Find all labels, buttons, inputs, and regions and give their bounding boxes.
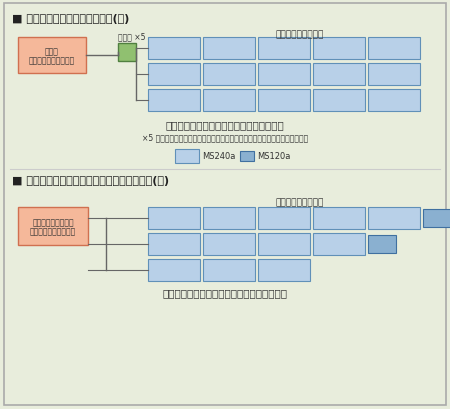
Bar xyxy=(258,64,310,86)
Text: 接続笱 ×5: 接続笱 ×5 xyxy=(118,32,145,41)
Bar xyxy=(313,64,365,86)
Bar xyxy=(240,152,254,162)
Bar xyxy=(368,90,420,112)
Text: 太陽電池の枚数を揃える必要があります。: 太陽電池の枚数を揃える必要があります。 xyxy=(166,120,284,130)
Text: ×5 屋外用集中型パワーコンディショナは接続笱が本体に内蔵されています。: ×5 屋外用集中型パワーコンディショナは接続笱が本体に内蔵されています。 xyxy=(142,133,308,142)
Bar xyxy=(203,64,255,86)
Bar xyxy=(258,234,310,255)
Text: マルチストリング型: マルチストリング型 xyxy=(32,218,74,227)
Text: MS120a: MS120a xyxy=(257,152,290,161)
Bar xyxy=(148,207,200,229)
Bar xyxy=(148,90,200,112)
Bar xyxy=(148,64,200,86)
Bar xyxy=(258,259,310,281)
Bar xyxy=(175,150,199,164)
Text: パワーコンディショナ: パワーコンディショナ xyxy=(29,56,75,65)
Bar xyxy=(313,90,365,112)
Bar xyxy=(118,44,136,62)
Bar xyxy=(18,38,86,74)
Bar xyxy=(368,64,420,86)
Bar xyxy=(18,207,88,245)
Bar xyxy=(368,236,396,254)
Text: 太陽電池モジュール: 太陽電池モジュール xyxy=(276,198,324,207)
Bar xyxy=(148,38,200,60)
Text: 太陽電池の枚数を揃える必要はありません。: 太陽電池の枚数を揃える必要はありません。 xyxy=(162,287,288,297)
Bar xyxy=(313,234,365,255)
Bar xyxy=(258,38,310,60)
Bar xyxy=(203,207,255,229)
Text: 集中型: 集中型 xyxy=(45,47,59,56)
Text: ■ マルチストリング型パワーコンディショナ(例): ■ マルチストリング型パワーコンディショナ(例) xyxy=(12,175,169,186)
Bar xyxy=(313,207,365,229)
Bar xyxy=(148,259,200,281)
Text: パワーコンディショナ: パワーコンディショナ xyxy=(30,227,76,236)
Bar xyxy=(203,38,255,60)
Bar xyxy=(203,259,255,281)
Bar xyxy=(258,90,310,112)
Bar xyxy=(258,207,310,229)
Bar xyxy=(203,90,255,112)
Bar xyxy=(148,234,200,255)
Bar xyxy=(313,38,365,60)
Bar xyxy=(423,209,450,227)
Bar xyxy=(368,207,420,229)
Text: ■ 集中型パワーコンディショナ(例): ■ 集中型パワーコンディショナ(例) xyxy=(12,14,130,24)
Text: MS240a: MS240a xyxy=(202,152,235,161)
Text: 太陽電池モジュール: 太陽電池モジュール xyxy=(276,30,324,39)
Bar xyxy=(203,234,255,255)
Bar xyxy=(368,38,420,60)
